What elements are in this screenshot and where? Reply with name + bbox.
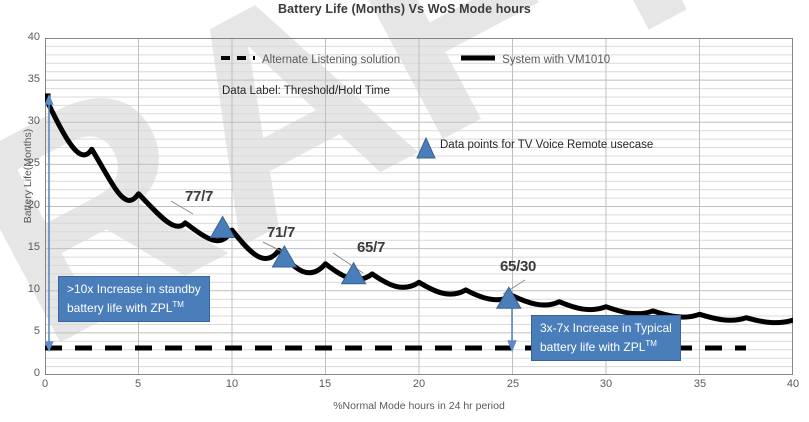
plot-area xyxy=(45,38,793,375)
x-tick-label: 40 xyxy=(786,378,800,390)
x-tick-label: 15 xyxy=(318,378,332,390)
x-tick-label: 30 xyxy=(599,378,613,390)
y-tick-label: 35 xyxy=(27,73,40,85)
chart-legend: Alternate Listening solution System with… xyxy=(220,53,610,66)
y-tick-label: 30 xyxy=(27,115,40,127)
y-tick-label: 5 xyxy=(33,325,40,337)
legend-label-vm1010: System with VM1010 xyxy=(502,53,611,66)
dashed-line-icon xyxy=(220,53,256,66)
callout-standby-line2-text: battery life with ZPL xyxy=(67,301,173,315)
trademark-symbol: TM xyxy=(645,339,657,348)
x-axis-ticks: 0 5 10 15 20 25 30 35 40 xyxy=(0,378,809,398)
x-tick-label: 25 xyxy=(506,378,520,390)
y-tick-label: 10 xyxy=(27,283,40,295)
data-label-note: Data Label: Threshold/Hold Time xyxy=(222,85,390,97)
y-tick-label: 20 xyxy=(27,199,40,211)
data-marker-triangles xyxy=(209,215,522,309)
y-tick-label: 0 xyxy=(33,367,40,379)
y-tick-label: 25 xyxy=(27,157,40,169)
y-tick-label: 40 xyxy=(27,31,40,43)
legend-entry-vm1010[interactable]: System with VM1010 xyxy=(460,53,610,66)
data-marker-77-7 xyxy=(209,215,236,238)
data-label-71-7: 71/7 xyxy=(267,224,295,241)
callout-typical-battery: 3x-7x Increase in Typical battery life w… xyxy=(531,315,681,361)
series-system-vm1010-line xyxy=(45,94,793,326)
y-axis-ticks: 40 35 30 25 20 15 10 5 0 xyxy=(0,0,40,422)
legend-label-alternate: Alternate Listening solution xyxy=(262,53,401,66)
data-marker-71-7 xyxy=(271,244,298,268)
legend-entry-alternate[interactable]: Alternate Listening solution xyxy=(220,53,400,66)
x-tick-label: 5 xyxy=(134,378,142,390)
y-tick-label: 15 xyxy=(27,241,40,253)
triangle-marker-icon xyxy=(415,136,437,165)
callout-typical-line2: battery life with ZPLTM xyxy=(540,336,672,355)
callout-standby-battery: >10x Increase in standby battery life wi… xyxy=(58,276,210,322)
data-label-65-7: 65/7 xyxy=(357,239,385,256)
x-tick-label: 0 xyxy=(41,378,49,390)
data-label-77-7: 77/7 xyxy=(185,188,213,205)
solid-line-icon xyxy=(460,53,496,66)
callout-typical-line1: 3x-7x Increase in Typical xyxy=(540,321,672,335)
data-points-note: Data points for TV Voice Remote usecase xyxy=(440,139,654,151)
data-marker-65-30 xyxy=(495,286,522,309)
x-tick-label: 10 xyxy=(225,378,239,390)
chart-title: Battery Life (Months) Vs WoS Mode hours xyxy=(278,2,531,16)
x-axis-title: %Normal Mode hours in 24 hr period xyxy=(333,400,505,412)
callout-typical-line2-text: battery life with ZPL xyxy=(540,340,646,354)
x-tick-label: 35 xyxy=(693,378,707,390)
callout-standby-line1: >10x Increase in standby xyxy=(67,282,201,296)
data-label-65-30: 65/30 xyxy=(500,258,537,275)
callout-standby-line2: battery life with ZPLTM xyxy=(67,297,201,316)
data-marker-65-7 xyxy=(340,261,367,285)
measure-arrow-standby xyxy=(45,93,54,353)
trademark-symbol: TM xyxy=(172,300,184,309)
x-tick-label: 20 xyxy=(412,378,426,390)
